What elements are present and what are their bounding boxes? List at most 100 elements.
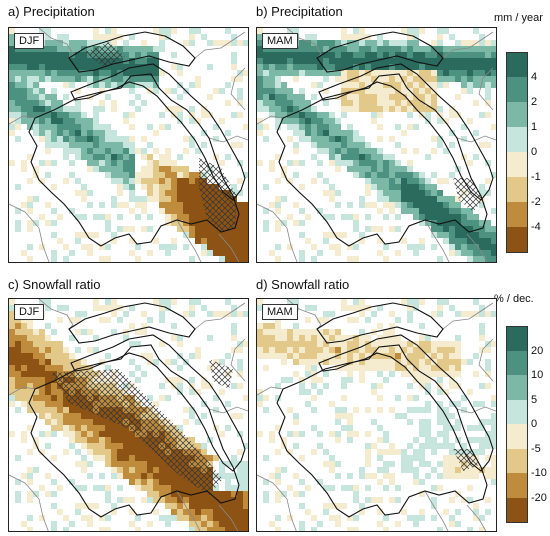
grid-cell bbox=[33, 220, 39, 226]
grid-cell bbox=[201, 34, 207, 40]
grid-cell bbox=[329, 401, 335, 407]
grid-cell bbox=[51, 491, 57, 497]
grid-cell bbox=[407, 28, 413, 34]
grid-cell bbox=[437, 461, 443, 467]
grid-cell bbox=[263, 88, 269, 94]
grid-cell bbox=[299, 124, 305, 130]
grid-cell bbox=[45, 118, 51, 124]
grid-cell bbox=[189, 515, 195, 521]
grid-cell bbox=[419, 443, 425, 449]
grid-cell bbox=[323, 371, 329, 377]
grid-cell bbox=[347, 214, 353, 220]
grid-cell bbox=[123, 52, 129, 58]
mountain-outline bbox=[70, 63, 246, 201]
grid-cell bbox=[299, 184, 305, 190]
grid-cell bbox=[237, 244, 243, 250]
grid-cell bbox=[207, 232, 213, 238]
grid-cell bbox=[105, 64, 111, 70]
grid-cell bbox=[237, 497, 243, 503]
grid-cell bbox=[129, 371, 135, 377]
grid-cell bbox=[431, 172, 437, 178]
grid-cell bbox=[9, 52, 15, 58]
grid-cell bbox=[27, 244, 33, 250]
grid-cell bbox=[431, 449, 437, 455]
grid-cell bbox=[243, 202, 248, 208]
grid-cell bbox=[183, 311, 189, 317]
grid-cell bbox=[177, 214, 183, 220]
grid-cell bbox=[329, 341, 335, 347]
grid-cell bbox=[117, 467, 123, 473]
grid-cell bbox=[15, 317, 21, 323]
grid-cell bbox=[323, 461, 329, 467]
grid-cell bbox=[461, 443, 467, 449]
grid-cell bbox=[63, 407, 69, 413]
grid-cell bbox=[455, 52, 461, 58]
grid-cell bbox=[425, 52, 431, 58]
grid-cell bbox=[189, 353, 195, 359]
grid-cell bbox=[141, 371, 147, 377]
grid-cell bbox=[335, 76, 341, 82]
grid-cell bbox=[467, 527, 473, 531]
grid-cell bbox=[389, 46, 395, 52]
grid-cell bbox=[45, 407, 51, 413]
grid-cell bbox=[437, 76, 443, 82]
grid-cell bbox=[335, 461, 341, 467]
grid-cell bbox=[329, 515, 335, 521]
grid-cell bbox=[317, 353, 323, 359]
grid-cell bbox=[57, 419, 63, 425]
grid-cell bbox=[225, 515, 231, 521]
grid-cell bbox=[281, 100, 287, 106]
grid-cell bbox=[117, 76, 123, 82]
grid-cell bbox=[99, 136, 105, 142]
grid-cell bbox=[413, 299, 419, 305]
grid-cell bbox=[189, 82, 195, 88]
grid-cell bbox=[75, 100, 81, 106]
grid-cell bbox=[437, 118, 443, 124]
grid-cell bbox=[377, 347, 383, 353]
grid-cell bbox=[341, 46, 347, 52]
grid-cell bbox=[305, 329, 311, 335]
grid-cell bbox=[467, 208, 473, 214]
grid-cell bbox=[15, 82, 21, 88]
grid-cell bbox=[177, 172, 183, 178]
country-border bbox=[230, 338, 246, 382]
grid-cell bbox=[147, 485, 153, 491]
grid-cell bbox=[111, 503, 117, 509]
grid-cell bbox=[51, 46, 57, 52]
grid-cell bbox=[359, 341, 365, 347]
grid-cell bbox=[159, 154, 165, 160]
grid-cell bbox=[39, 100, 45, 106]
grid-cell bbox=[341, 305, 347, 311]
grid-cell bbox=[299, 491, 305, 497]
grid-cell bbox=[243, 124, 248, 130]
grid-cell bbox=[419, 365, 425, 371]
grid-cell bbox=[395, 353, 401, 359]
grid-cell bbox=[341, 485, 347, 491]
grid-cell bbox=[413, 437, 419, 443]
grid-cell bbox=[165, 214, 171, 220]
grid-cell bbox=[281, 70, 287, 76]
grid-cell bbox=[323, 178, 329, 184]
grid-cell bbox=[269, 431, 275, 437]
grid-cell bbox=[15, 497, 21, 503]
grid-cell bbox=[485, 311, 491, 317]
grid-cell bbox=[165, 244, 171, 250]
grid-cell bbox=[281, 64, 287, 70]
grid-cell bbox=[377, 196, 383, 202]
grid-cell bbox=[365, 64, 371, 70]
grid-cell bbox=[21, 359, 27, 365]
grid-cell bbox=[189, 142, 195, 148]
grid-cell bbox=[443, 299, 449, 305]
grid-cell bbox=[437, 311, 443, 317]
grid-cell bbox=[9, 88, 15, 94]
grid-cell bbox=[305, 341, 311, 347]
grid-cell bbox=[135, 485, 141, 491]
grid-cell bbox=[269, 347, 275, 353]
grid-cell bbox=[305, 485, 311, 491]
grid-cell bbox=[491, 40, 496, 46]
grid-cell bbox=[15, 76, 21, 82]
grid-cell bbox=[165, 515, 171, 521]
grid-cell bbox=[9, 335, 15, 341]
grid-cell bbox=[407, 82, 413, 88]
grid-cell bbox=[69, 425, 75, 431]
